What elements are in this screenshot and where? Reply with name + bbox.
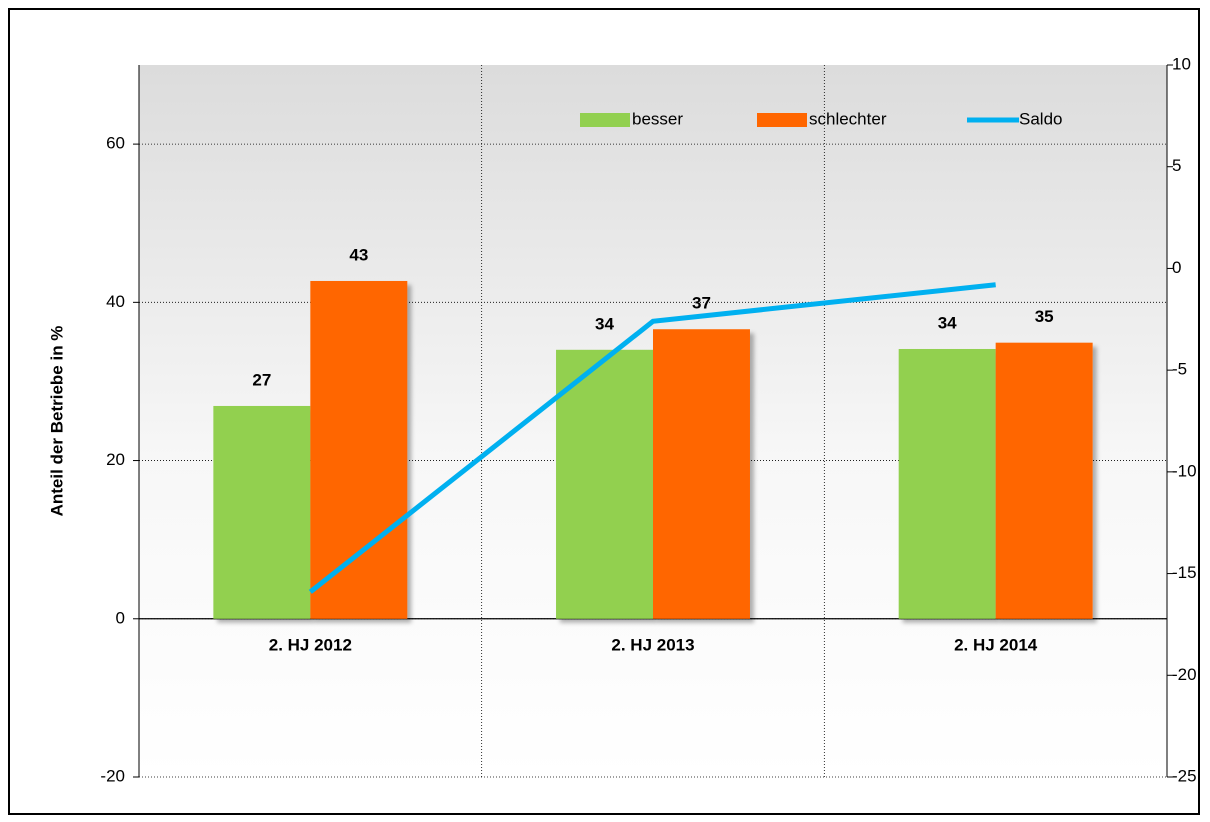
- bar: [898, 349, 996, 619]
- legend-label: schlechter: [809, 109, 887, 128]
- value-label: 43: [349, 245, 368, 264]
- x-tick-label: 2. HJ 2013: [611, 635, 694, 654]
- y2-tick-label: 5: [1172, 156, 1181, 175]
- y2-tick-label: -15: [1172, 563, 1197, 582]
- value-label: 27: [252, 370, 271, 389]
- y2-tick-label: -20: [1172, 665, 1197, 684]
- legend-label: besser: [632, 109, 683, 128]
- x-tick-label: 2. HJ 2012: [269, 635, 352, 654]
- y2-tick-label: 0: [1172, 258, 1181, 277]
- y2-tick-label: -25: [1172, 766, 1197, 785]
- y-tick-label: 40: [106, 292, 125, 311]
- line: [308, 282, 996, 594]
- bar: [653, 329, 750, 619]
- y-tick-label: -20: [100, 766, 125, 785]
- y-axis-label: Anteil der Betriebe in %: [47, 326, 66, 517]
- value-label: 37: [692, 294, 711, 313]
- x-tick-label: 2. HJ 2014: [954, 635, 1038, 654]
- value-label: 34: [938, 313, 957, 332]
- value-label: 34: [595, 314, 614, 333]
- y2-tick-label: -10: [1172, 461, 1197, 480]
- bar: [310, 280, 408, 619]
- y-tick-label: 0: [116, 608, 125, 627]
- legend-swatch: [580, 113, 630, 127]
- legend-swatch: [757, 113, 807, 127]
- y2-tick-label: 10: [1172, 54, 1191, 73]
- y2-tick-label: -5: [1172, 360, 1187, 379]
- bar: [995, 342, 1093, 619]
- bar: [556, 349, 653, 619]
- bar: [213, 405, 311, 619]
- value-label: 35: [1035, 307, 1054, 326]
- y-tick-label: 20: [106, 450, 125, 469]
- y-tick-label: 60: [106, 134, 125, 153]
- legend-label: Saldo: [1019, 109, 1062, 128]
